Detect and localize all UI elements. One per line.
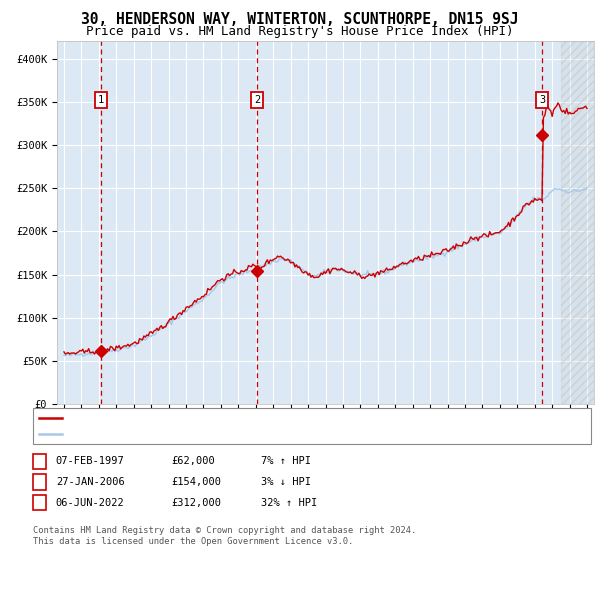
Text: 2: 2	[37, 477, 43, 487]
Text: 3% ↓ HPI: 3% ↓ HPI	[261, 477, 311, 487]
Text: 30, HENDERSON WAY, WINTERTON, SCUNTHORPE, DN15 9SJ (detached house): 30, HENDERSON WAY, WINTERTON, SCUNTHORPE…	[65, 413, 467, 423]
Bar	[561, 41, 594, 404]
Text: Price paid vs. HM Land Registry's House Price Index (HPI): Price paid vs. HM Land Registry's House …	[86, 25, 514, 38]
Text: 7% ↑ HPI: 7% ↑ HPI	[261, 457, 311, 466]
Text: 30, HENDERSON WAY, WINTERTON, SCUNTHORPE, DN15 9SJ: 30, HENDERSON WAY, WINTERTON, SCUNTHORPE…	[81, 12, 519, 27]
Text: £312,000: £312,000	[171, 498, 221, 507]
Text: £154,000: £154,000	[171, 477, 221, 487]
Text: HPI: Average price, detached house, North Lincolnshire: HPI: Average price, detached house, Nort…	[65, 429, 389, 439]
Text: 2: 2	[254, 95, 260, 105]
Text: 07-FEB-1997: 07-FEB-1997	[56, 457, 125, 466]
Text: 1: 1	[37, 457, 43, 466]
Text: 1: 1	[97, 95, 104, 105]
Text: 06-JUN-2022: 06-JUN-2022	[56, 498, 125, 507]
Text: 3: 3	[37, 498, 43, 507]
Text: 27-JAN-2006: 27-JAN-2006	[56, 477, 125, 487]
Text: Contains HM Land Registry data © Crown copyright and database right 2024.
This d: Contains HM Land Registry data © Crown c…	[33, 526, 416, 546]
Text: 32% ↑ HPI: 32% ↑ HPI	[261, 498, 317, 507]
Bar	[561, 41, 594, 404]
Text: £62,000: £62,000	[171, 457, 215, 466]
Text: 3: 3	[539, 95, 545, 105]
